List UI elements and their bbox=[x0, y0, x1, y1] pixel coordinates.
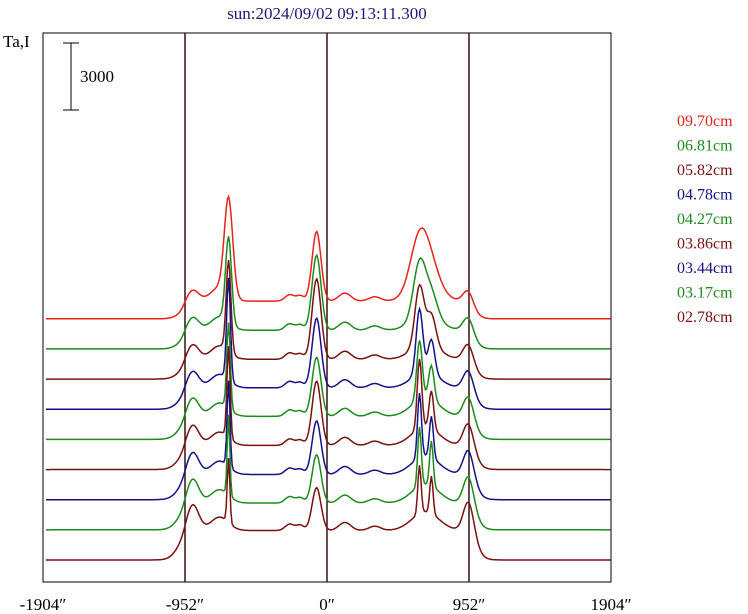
series-line-0970cm bbox=[46, 194, 611, 320]
series-line-0427cm bbox=[46, 322, 611, 441]
legend-entry: 03.44cm bbox=[677, 260, 733, 277]
legend-entry: 06.81cm bbox=[677, 138, 733, 155]
series-line-0317cm bbox=[46, 414, 611, 531]
y-axis-label: Ta,I bbox=[3, 32, 30, 51]
spectra-curves bbox=[46, 194, 611, 561]
series-line-0386cm bbox=[46, 346, 611, 471]
series-line-0582cm bbox=[46, 259, 611, 380]
legend-entry: 05.82cm bbox=[677, 162, 733, 179]
legend-entry: 03.86cm bbox=[677, 236, 733, 253]
series-line-0478cm bbox=[46, 277, 611, 411]
legend-entry: 02.78cm bbox=[677, 309, 733, 326]
scale-bar: 3000 bbox=[63, 42, 114, 111]
scale-bar-label: 3000 bbox=[80, 67, 114, 86]
x-tick-label: -1904″ bbox=[20, 595, 67, 614]
legend-entry: 09.70cm bbox=[677, 113, 733, 130]
x-tick-label: 952″ bbox=[453, 595, 486, 614]
x-tick-label: -952″ bbox=[166, 595, 204, 614]
x-tick-label: 1904″ bbox=[590, 595, 631, 614]
x-tick-labels: -1904″ -952″ 0″ 952″ 1904″ bbox=[20, 595, 632, 614]
chart-title: sun:2024/09/02 09:13:11.300 bbox=[227, 4, 427, 23]
legend-entry: 04.78cm bbox=[677, 187, 733, 204]
legend-entry: 04.27cm bbox=[677, 211, 733, 228]
x-tick-label: 0″ bbox=[319, 595, 335, 614]
vertical-marker-lines bbox=[184, 33, 470, 582]
legend-entry: 03.17cm bbox=[677, 285, 733, 302]
series-line-0344cm bbox=[46, 380, 611, 501]
series-line-0681cm bbox=[46, 236, 611, 350]
legend: 09.70cm 06.81cm 05.82cm 04.78cm 04.27cm 03.86… bbox=[677, 113, 733, 326]
series-line-0278cm bbox=[46, 458, 611, 561]
